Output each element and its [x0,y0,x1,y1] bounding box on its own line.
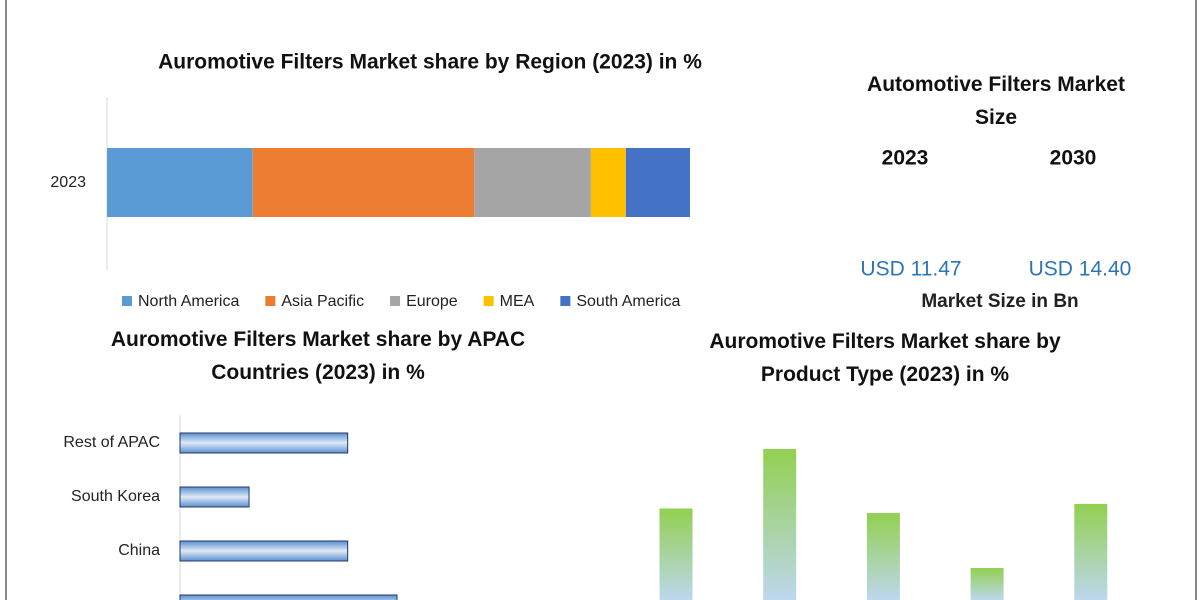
bar-segment [107,148,253,217]
chart-title: Auromotive Filters Market share by APAC … [110,328,526,384]
bar [179,594,398,600]
bar [866,513,900,600]
y-tick-label: Rest of APAC [63,434,160,451]
legend-label: South America [576,293,680,310]
amount: USD 11.47 [860,258,961,281]
bar [763,449,797,600]
bar [659,508,693,600]
chart-title: Auromotive Filters Market share by Produ… [709,330,1061,386]
bar [179,486,250,508]
legend-label: Europe [406,293,458,310]
legend-label: North America [138,293,239,310]
bar-segment [625,148,690,217]
bar [179,432,349,454]
year: 2030 [1050,147,1097,170]
bar-segment [252,148,475,217]
unit-label: Market Size in Bn [921,291,1078,312]
legend-swatch [390,296,401,306]
bar [1074,503,1108,600]
legend-swatch [122,296,132,306]
legend-swatch [560,296,571,306]
legend-swatch [265,296,276,306]
legend-label: Asia Pacific [281,293,364,310]
chart-title: Auromotive Filters Market share by Regio… [158,51,702,74]
bar-segment [474,148,591,217]
bar [970,567,1004,600]
y-tick-label: China [118,542,160,559]
panel-title: Automotive Filters Market Size [867,73,1125,129]
y-tick-label: South Korea [71,488,160,505]
legend-label: MEA [500,293,535,310]
bar [179,540,349,562]
amount: USD 14.40 [1029,258,1132,281]
year: 2023 [882,147,929,170]
bar-segment [590,148,626,217]
y-tick-label: 2023 [50,174,86,191]
legend-swatch [483,296,494,306]
